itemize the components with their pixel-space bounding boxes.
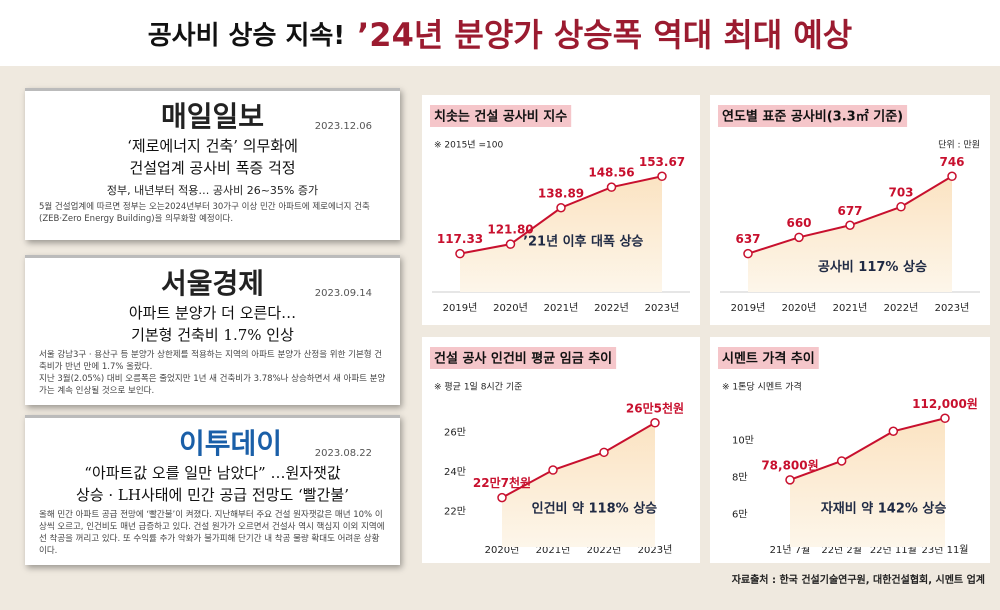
y-tick-label: 8만 [732,472,748,484]
marker [845,220,855,231]
chart-note: ※ 1톤당 시멘트 가격 [722,381,802,393]
article-body: 올해 민간 아파트 공급 전망에 ‘빨간불’이 켜졌다. 지난해부터 주요 건설… [39,510,385,556]
date: 2023.08.22 [314,448,372,459]
value-label: 26만5천원 [626,400,684,415]
value-label: 637 [735,232,760,246]
publisher: 이투데이 [179,427,283,460]
subhead: 정부, 내년부터 적용… 공사비 26~35% 증가 [106,184,319,197]
value-label: 121.80 [487,223,533,237]
marker [606,182,617,192]
line [501,421,656,499]
marker [556,203,566,213]
x-tick-label: 2022년 [594,302,629,314]
marker [497,492,507,503]
article-body: 서울 강남3구 · 용산구 등 분양가 상한제를 적용하는 지역의 아파트 분양… [39,350,383,372]
headline: 건설업계 공사비 폭증 걱정 [129,159,296,177]
annotation: 공사비 117% 상승 [818,259,927,275]
marker [455,248,465,259]
x-tick-label: 2023년 [645,302,680,314]
marker [794,232,804,243]
article-card: 이투데이 2023.08.22 “아파트값 오를 일만 남았다” …원자잿값 상… [25,415,400,565]
marker [888,426,899,437]
chart-title: 시멘트 가격 추이 [722,351,815,367]
marker [548,465,558,475]
y-tick-label: 24만 [444,466,466,478]
article-body: 지난 3월(2.05%) 대비 오름폭은 줄었지만 1년 새 건축비가 3.78… [39,374,386,396]
headline: ‘제로에너지 건축’ 의무화에 [127,137,298,155]
date: 2023.09.14 [314,288,372,299]
headline: “아파트값 오를 일만 남았다” …원자잿값 [84,464,341,482]
area [790,418,945,547]
title-main: ’24년 분양가 상승폭 역대 최대 예상 [357,16,853,54]
x-tick-label: 2021년 [833,302,868,314]
y-tick-label: 6만 [732,509,748,521]
value-label: 112,000원 [912,397,978,411]
y-tick-label: 22만 [444,505,466,517]
title-highlight [430,347,617,369]
area [460,176,662,292]
annotation: 자재비 약 142% 상승 [821,500,947,516]
title-highlight [430,105,572,127]
value-label: 78,800원 [761,458,818,472]
title-highlight [718,347,819,369]
value-label: 138.89 [538,186,584,200]
headline: 아파트 분양가 더 오른다… [128,304,297,322]
chart-title: 치솟는 건설 공사비 지수 [434,109,567,125]
marker [836,456,847,466]
x-tick-label: 2023년 [935,302,970,314]
x-tick-label: 2020년 [493,302,528,314]
marker [505,239,516,249]
area [502,422,655,547]
annotation: 인건비 약 118% 상승 [532,500,658,516]
article-body: 5월 건설업계에 따르면 정부는 오는2024년부터 30가구 이상 민간 아파… [39,202,370,224]
value-label: 677 [837,204,862,218]
line [789,417,946,481]
article-card: 서울경제 2023.09.14 아파트 분양가 더 오른다… 기본형 건축비 1… [25,255,400,405]
marker [657,171,667,182]
article-card: 매일일보 2023.12.06 ‘제로에너지 건축’ 의무화에 건설업계 공사비… [25,88,400,240]
annotation: ’21년 이후 대폭 상승 [523,234,643,250]
x-tick-label: 2022년 [884,302,919,314]
value-label: 148.56 [588,166,634,180]
value-label: 703 [888,185,913,199]
value-label: 117.33 [437,232,483,246]
source-note: 자료출처 : 한국 건설기술연구원, 대한건설협회, 시멘트 업계 [732,573,985,586]
y-tick-label: 10만 [732,435,754,447]
chart-note: 단위 : 만원 [938,140,980,151]
chart-title: 건설 공사 인건비 평균 임금 추이 [434,351,612,367]
headline: 기본형 건축비 1.7% 인상 [131,326,294,344]
value-label: 746 [939,155,964,169]
publisher: 매일일보 [160,100,265,133]
marker [743,248,753,259]
publisher: 서울경제 [160,267,265,300]
area [748,176,952,292]
title-highlight [718,105,908,127]
chart-title: 연도별 표준 공사비(3.3㎡ 기준) [722,109,903,125]
title-lead: 공사비 상승 지속! [147,20,346,51]
y-tick-label: 26만 [444,427,466,439]
header: 공사비 상승 지속! ’24년 분양가 상승폭 역대 최대 예상 [0,0,1000,66]
value-label: 660 [786,216,811,230]
x-tick-label: 2020년 [782,302,817,314]
x-tick-label: 2021년 [544,302,579,314]
chart-note: ※ 2015년 =100 [434,140,503,151]
value-label: 153.67 [639,155,685,169]
marker [940,413,950,424]
value-label: 22만7천원 [473,475,531,490]
x-tick-label: 2019년 [731,302,766,314]
marker [785,475,795,485]
marker [896,202,906,212]
chart-note: ※ 평균 1일 8시간 기준 [434,382,522,393]
x-tick-label: 2019년 [443,302,478,314]
marker [947,171,957,182]
date: 2023.12.06 [314,121,372,132]
headline: 상승 · LH사태에 민간 공급 전망도 ‘빨간불’ [76,486,349,504]
marker [599,447,609,458]
marker [650,418,660,428]
